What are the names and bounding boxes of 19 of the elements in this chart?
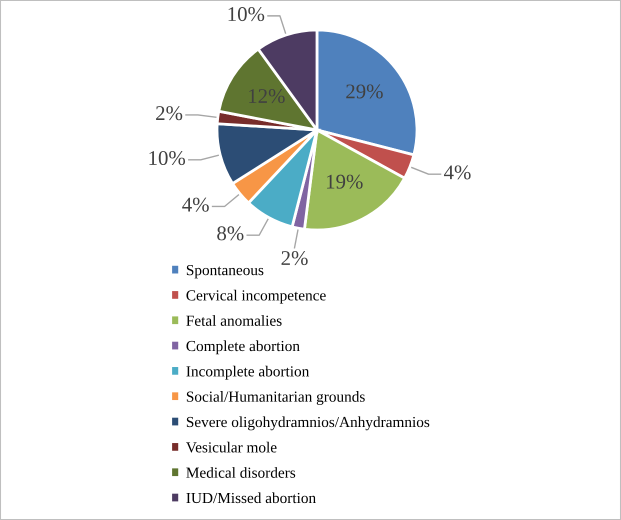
legend-label: IUD/Missed abortion — [186, 492, 316, 504]
data-label: 19% — [326, 174, 363, 189]
legend-label: Severe oligohydramnios/Anhydramnios — [186, 416, 430, 430]
legend-label: Incomplete abortion — [186, 366, 310, 380]
legend-label: Complete abortion — [186, 340, 300, 354]
legend-label: Fetal anomalies — [186, 315, 282, 326]
data-label: 10% — [228, 7, 264, 22]
data-label: 2% — [156, 106, 182, 120]
legend-label: Cervical incompetence — [186, 290, 326, 304]
data-label: 29% — [346, 84, 383, 99]
legend-label: Social/Humanitarian grounds — [186, 391, 365, 405]
data-label: 4% — [182, 198, 209, 212]
data-label: 8% — [217, 226, 244, 240]
data-label: 10% — [149, 151, 186, 166]
data-label: 2% — [282, 251, 308, 266]
legend-label: Vesicular mole — [186, 442, 277, 453]
legend-label: Spontaneous — [186, 264, 264, 278]
legend-label: Medical disorders — [186, 467, 296, 478]
data-label: 4% — [444, 165, 471, 180]
